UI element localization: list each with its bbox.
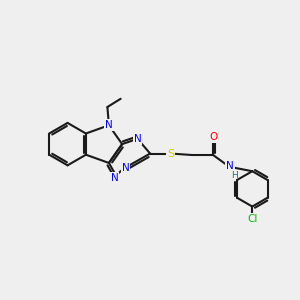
Text: N: N: [110, 173, 118, 183]
Text: H: H: [231, 170, 238, 179]
Text: N: N: [105, 120, 113, 130]
Text: O: O: [209, 132, 217, 142]
Text: N: N: [122, 163, 130, 173]
Text: S: S: [167, 148, 174, 158]
Text: N: N: [226, 161, 234, 171]
Text: Cl: Cl: [247, 214, 257, 224]
Text: N: N: [134, 134, 141, 144]
